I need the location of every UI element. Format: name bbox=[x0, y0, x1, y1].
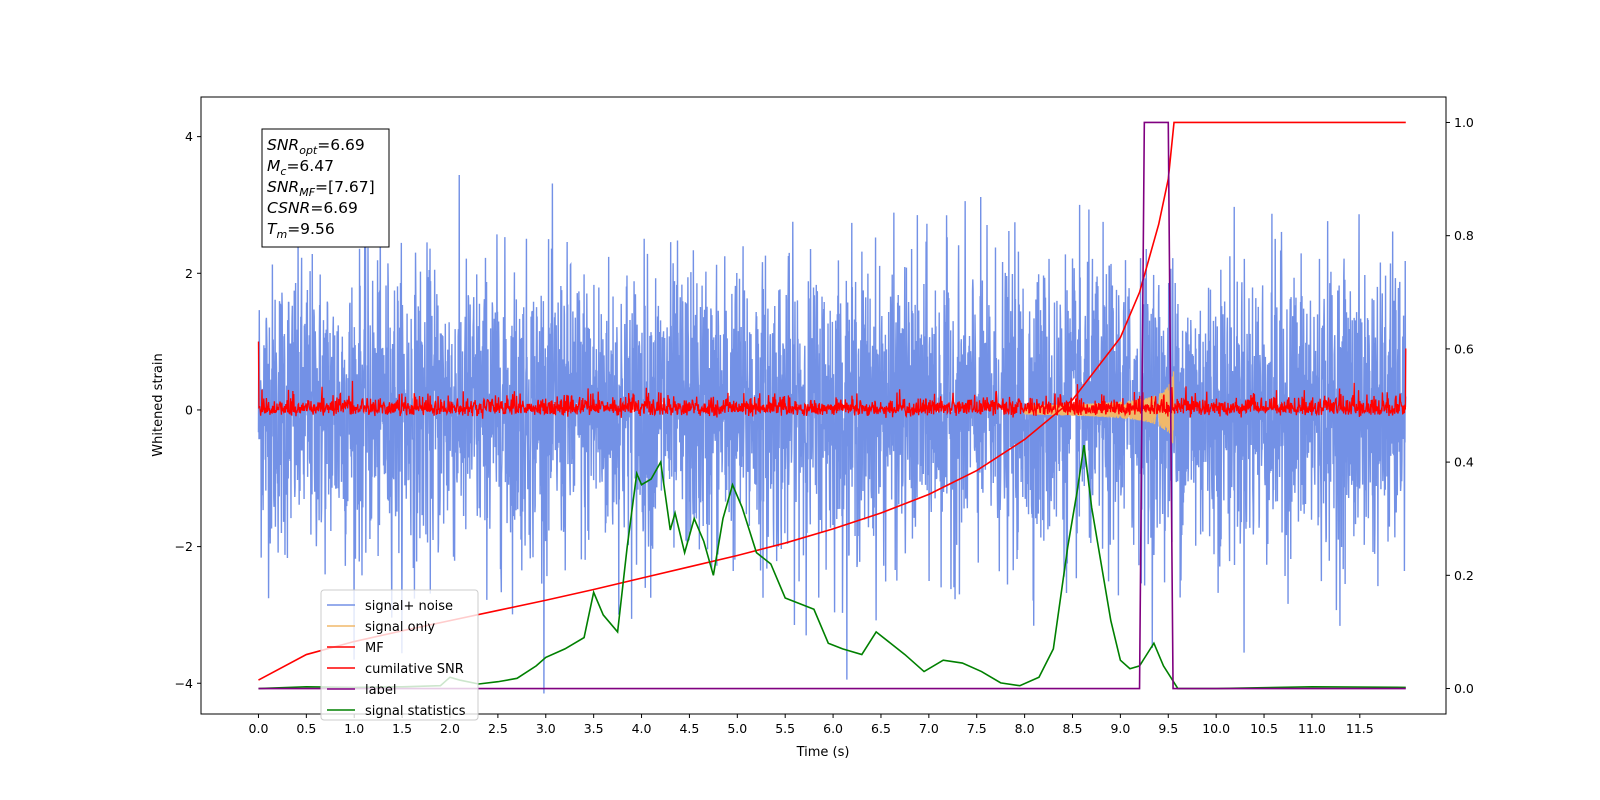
x-tick-label: 7.0 bbox=[919, 721, 939, 736]
y-axis-ticks: −4 −2 0 2 4 bbox=[175, 129, 201, 691]
legend-label: MF bbox=[365, 641, 384, 656]
annotation-line: Mc=6.47 bbox=[267, 157, 334, 178]
x-tick-label: 11.0 bbox=[1298, 721, 1326, 736]
legend-label: signal+ noise bbox=[365, 599, 453, 614]
x-tick-label: 1.0 bbox=[344, 721, 364, 736]
x-tick-label: 2.5 bbox=[488, 721, 508, 736]
y-tick-label: 2 bbox=[185, 266, 193, 281]
y-tick-label: 0 bbox=[185, 402, 193, 417]
x-tick-label: 11.5 bbox=[1346, 721, 1374, 736]
y-tick-label: −2 bbox=[175, 539, 193, 554]
y2-tick-label: 0.6 bbox=[1454, 341, 1474, 356]
y2-tick-label: 0.8 bbox=[1454, 228, 1474, 243]
x-axis-label: Time (s) bbox=[796, 745, 850, 760]
x-tick-label: 1.5 bbox=[392, 721, 412, 736]
legend-frame bbox=[320, 589, 479, 721]
y-tick-label: −4 bbox=[175, 676, 193, 691]
x-tick-label: 8.5 bbox=[1063, 721, 1083, 736]
x-tick-label: 5.5 bbox=[775, 721, 795, 736]
x-tick-label: 10.5 bbox=[1250, 721, 1278, 736]
x-tick-label: 7.5 bbox=[967, 721, 987, 736]
y-axis-label: Whitened strain bbox=[151, 353, 166, 456]
series-label bbox=[258, 121, 1406, 690]
legend: signal+ noise signal only MF cumilative SNR… bbox=[320, 589, 479, 721]
y2-tick-label: 0.4 bbox=[1454, 455, 1474, 470]
x-tick-label: 5.0 bbox=[727, 721, 747, 736]
x-tick-label: 2.0 bbox=[440, 721, 460, 736]
x-tick-label: 3.0 bbox=[536, 721, 556, 736]
y2-tick-label: 0.2 bbox=[1454, 568, 1474, 583]
x-tick-label: 4.0 bbox=[632, 721, 652, 736]
series-signal-statistics bbox=[258, 445, 1406, 690]
annotation-line: SNRopt=6.69 bbox=[267, 136, 365, 157]
y2-tick-label: 0.0 bbox=[1454, 681, 1474, 696]
annotation-line: Tm=9.56 bbox=[267, 220, 335, 241]
x-tick-label: 4.5 bbox=[679, 721, 699, 736]
x-tick-label: 9.0 bbox=[1110, 721, 1130, 736]
x-tick-label: 6.0 bbox=[823, 721, 843, 736]
x-tick-label: 10.0 bbox=[1202, 721, 1230, 736]
series-mf bbox=[257, 341, 1407, 419]
annotation-line: CSNR=6.69 bbox=[267, 199, 358, 217]
annotation-line: SNRMF=[7.67] bbox=[267, 178, 375, 199]
x-tick-label: 9.5 bbox=[1158, 721, 1178, 736]
legend-label: signal only bbox=[365, 620, 435, 635]
x-tick-label: 8.0 bbox=[1015, 721, 1035, 736]
x-axis-ticks: 0.0 0.5 1.0 1.5 2.0 2.5 3.0 3.5 4.0 4.5 5.0 5.5 6.0 6… bbox=[249, 714, 1374, 736]
x-tick-label: 6.5 bbox=[871, 721, 891, 736]
y2-tick-label: 1.0 bbox=[1454, 115, 1474, 130]
y-tick-label: 4 bbox=[185, 129, 193, 144]
x-tick-label: 0.0 bbox=[249, 721, 269, 736]
annotation-frame bbox=[261, 128, 390, 248]
legend-label: label bbox=[365, 683, 396, 698]
x-tick-label: 3.5 bbox=[584, 721, 604, 736]
x-tick-label: 0.5 bbox=[296, 721, 316, 736]
axes-frame bbox=[200, 96, 1447, 715]
legend-label: cumilative SNR bbox=[365, 662, 464, 677]
y2-axis-ticks: 0.0 0.2 0.4 0.6 0.8 1.0 bbox=[1446, 115, 1474, 696]
legend-label: signal statistics bbox=[365, 704, 466, 719]
